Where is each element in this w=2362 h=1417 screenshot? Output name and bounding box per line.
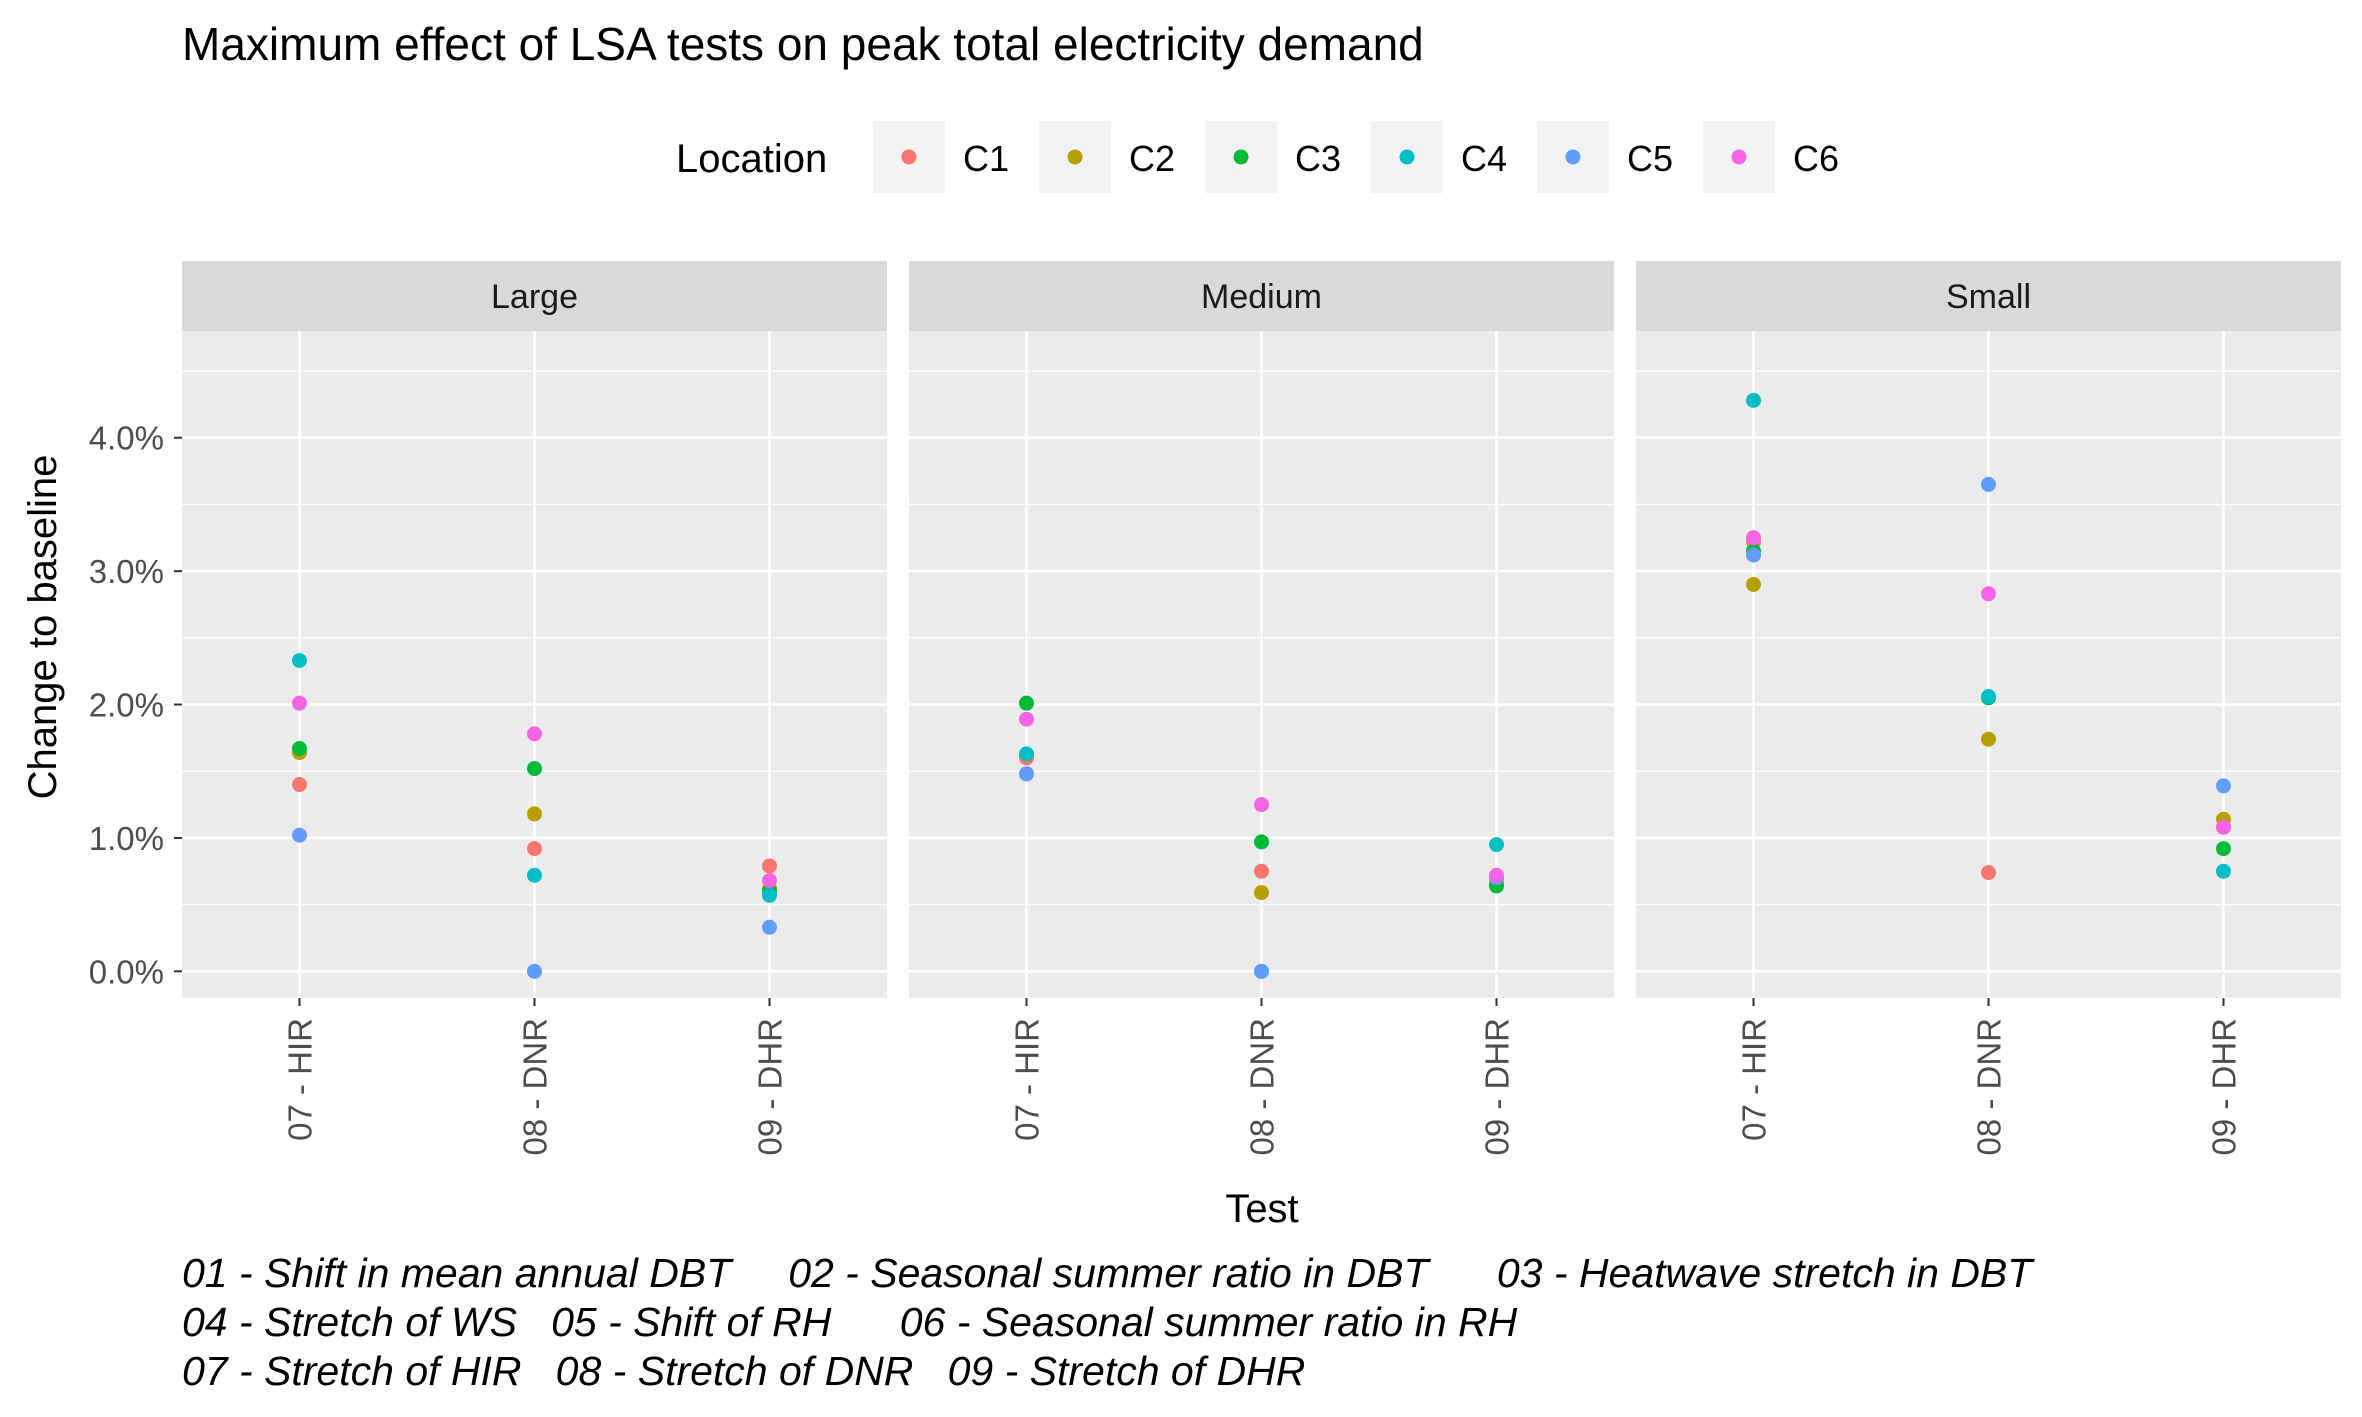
point-large-c5-2	[527, 963, 542, 979]
point-small-c5-3	[2216, 778, 2231, 794]
point-large-c4-2	[527, 867, 542, 883]
strip-large	[182, 261, 887, 331]
x-tick-label: 08 - DNR	[1244, 1018, 1281, 1156]
point-large-c6-1	[292, 695, 307, 711]
point-large-c1-2	[527, 841, 542, 857]
point-medium-c3-2	[1254, 834, 1269, 850]
legend-label-c2: C2	[1129, 138, 1175, 179]
point-medium-c6-1	[1019, 711, 1034, 727]
point-small-c3-3	[2216, 841, 2231, 857]
x-tick-label: 09 - DHR	[1479, 1018, 1516, 1156]
legend-marker-c1	[901, 149, 917, 165]
point-small-c5-2	[1981, 476, 1996, 492]
point-medium-c2-2	[1254, 885, 1269, 901]
facet-panels: Large 07 - HIR 08 - DNR 09 - DHR Medium 07 - …	[89, 261, 2341, 1156]
legend-label-c3: C3	[1295, 138, 1341, 179]
x-tick-label: 08 - DNR	[1971, 1018, 2008, 1156]
legend-label-c6: C6	[1793, 138, 1839, 179]
point-medium-c3-1	[1019, 695, 1034, 711]
y-axis: 0.0% 1.0% 2.0% 3.0% 4.0%	[89, 420, 182, 990]
point-large-c6-3	[762, 873, 777, 889]
point-medium-c4-1	[1019, 746, 1034, 762]
legend-marker-c3	[1233, 149, 1249, 165]
point-small-c6-3	[2216, 819, 2231, 835]
point-large-c3-1	[292, 741, 307, 757]
point-small-c5-1	[1746, 547, 1761, 563]
x-tick-label: 08 - DNR	[517, 1018, 554, 1156]
legend-marker-c6	[1731, 149, 1747, 165]
legend-label-c1: C1	[963, 138, 1009, 179]
legend-title: Location	[676, 137, 827, 181]
point-large-c6-2	[527, 726, 542, 742]
caption: 01 - Shift in mean annual DBT 02 - Seaso…	[182, 1250, 2035, 1394]
point-large-c4-1	[292, 652, 307, 668]
y-tick-label: 1.0%	[89, 820, 164, 857]
point-medium-c1-2	[1254, 863, 1269, 879]
x-tick-label: 07 - HIR	[1736, 1018, 1773, 1141]
panel-small: Small 07 - HIR 08 - DNR 09 - DHR	[1636, 261, 2341, 1156]
point-small-c6-2	[1981, 586, 1996, 602]
point-medium-c5-1	[1019, 766, 1034, 782]
x-tick-label: 07 - HIR	[1009, 1018, 1046, 1141]
point-medium-c6-2	[1254, 797, 1269, 813]
strip-medium	[909, 261, 1614, 331]
chart-title: Maximum effect of LSA tests on peak tota…	[182, 18, 1424, 70]
point-small-c4-2	[1981, 689, 1996, 705]
strip-label-medium: Medium	[1201, 278, 1322, 316]
point-large-c5-1	[292, 827, 307, 843]
legend-marker-c2	[1067, 149, 1083, 165]
point-small-c4-3	[2216, 863, 2231, 879]
point-medium-c6-3	[1489, 867, 1504, 883]
point-large-c1-3	[762, 858, 777, 874]
x-axis-title: Test	[1225, 1187, 1298, 1231]
x-tick-label: 09 - DHR	[752, 1018, 789, 1156]
panel-large: Large 07 - HIR 08 - DNR 09 - DHR	[182, 261, 887, 1156]
y-tick-label: 4.0%	[89, 420, 164, 457]
legend-marker-c5	[1565, 149, 1581, 165]
legend-label-c4: C4	[1461, 138, 1507, 179]
point-small-c2-2	[1981, 731, 1996, 747]
caption-line-3: 07 - Stretch of HIR 08 - Stretch of DNR …	[182, 1348, 1305, 1394]
caption-line-2: 04 - Stretch of WS 05 - Shift of RH 06 -…	[182, 1299, 1518, 1345]
point-large-c2-2	[527, 806, 542, 822]
point-small-c4-1	[1746, 392, 1761, 408]
point-medium-c4-3	[1489, 837, 1504, 853]
caption-line-1: 01 - Shift in mean annual DBT 02 - Seaso…	[182, 1250, 2035, 1296]
point-large-c1-1	[292, 777, 307, 793]
point-large-c5-3	[762, 919, 777, 935]
y-tick-label: 2.0%	[89, 687, 164, 724]
panel-medium: Medium 07 - HIR 08 - DNR 09 - DHR	[909, 261, 1614, 1156]
point-small-c1-2	[1981, 865, 1996, 881]
point-large-c4-3	[762, 887, 777, 903]
point-small-c6-1	[1746, 530, 1761, 546]
y-tick-label: 0.0%	[89, 953, 164, 990]
y-axis-title: Change to baseline	[21, 455, 65, 800]
y-tick-label: 3.0%	[89, 553, 164, 590]
legend: Location C1 C2 C3 C4 C5 C6	[676, 121, 1839, 193]
strip-small	[1636, 261, 2341, 331]
x-tick-label: 09 - DHR	[2206, 1018, 2243, 1156]
point-medium-c5-2	[1254, 963, 1269, 979]
legend-label-c5: C5	[1627, 138, 1673, 179]
legend-marker-c4	[1399, 149, 1415, 165]
point-large-c3-2	[527, 761, 542, 777]
strip-label-small: Small	[1946, 278, 2031, 316]
point-small-c2-1	[1746, 576, 1761, 592]
x-tick-label: 07 - HIR	[282, 1018, 319, 1141]
strip-label-large: Large	[491, 278, 578, 316]
